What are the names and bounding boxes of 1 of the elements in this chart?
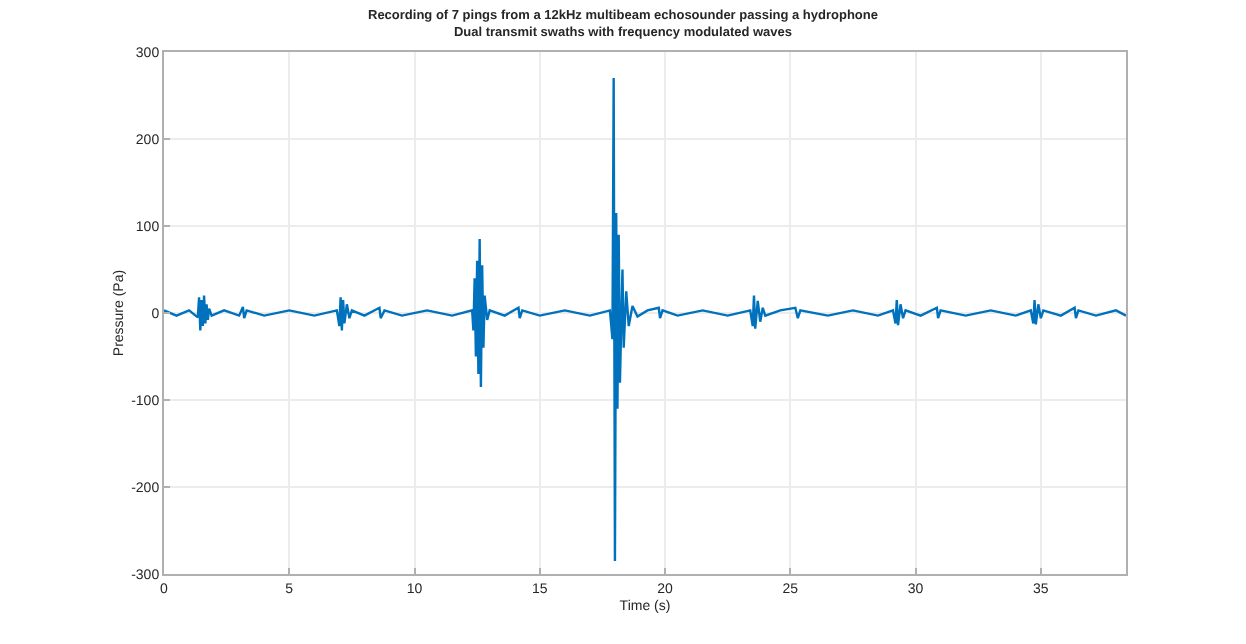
line-series (164, 76, 1126, 563)
